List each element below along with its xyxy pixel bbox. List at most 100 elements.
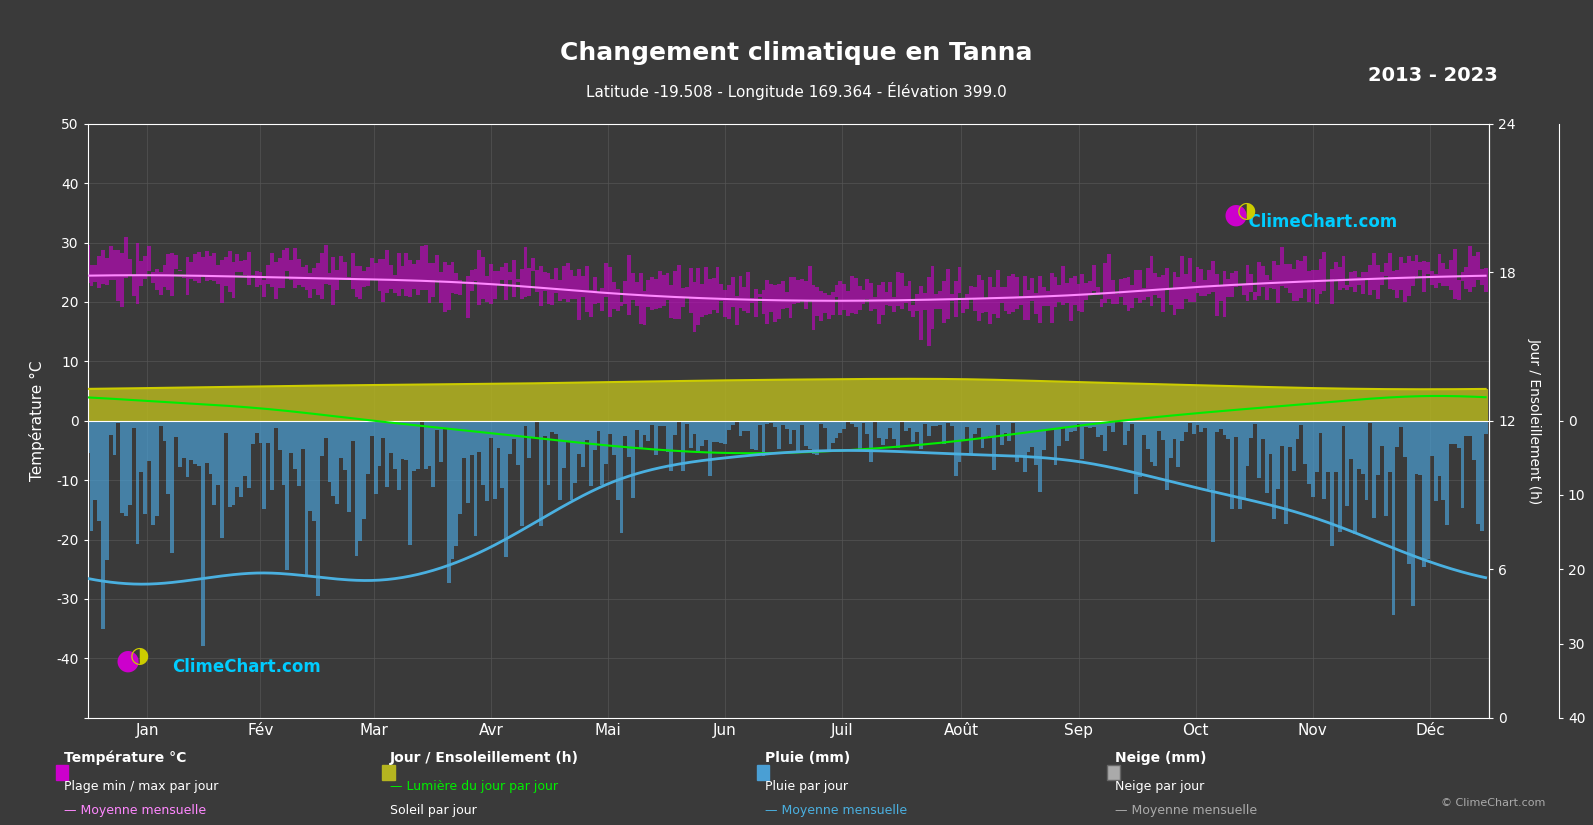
Bar — [1227, 421, 1230, 439]
Bar — [140, 389, 143, 421]
Bar — [696, 267, 701, 325]
Bar — [1091, 266, 1096, 291]
Bar — [1338, 421, 1341, 532]
Bar — [543, 383, 546, 421]
Bar — [1281, 421, 1284, 446]
Bar — [309, 386, 312, 421]
Bar — [712, 421, 715, 441]
Bar — [816, 286, 819, 316]
Bar — [105, 389, 108, 421]
Bar — [707, 280, 712, 314]
Bar — [1107, 421, 1112, 426]
Bar — [680, 288, 685, 307]
Bar — [508, 384, 511, 421]
Bar — [135, 243, 140, 304]
Bar — [734, 380, 739, 421]
Bar — [155, 269, 159, 290]
Bar — [293, 386, 296, 421]
Bar — [984, 421, 988, 437]
Bar — [876, 379, 881, 421]
Bar — [336, 385, 339, 421]
Bar — [701, 421, 704, 446]
Bar — [1442, 263, 1445, 286]
Bar — [258, 386, 263, 421]
Bar — [851, 421, 854, 424]
Bar — [143, 257, 147, 279]
Bar — [1085, 421, 1088, 427]
Bar — [535, 270, 538, 292]
Bar — [1281, 388, 1284, 421]
Bar — [816, 380, 819, 421]
Bar — [1153, 384, 1157, 421]
Bar — [647, 280, 650, 308]
Bar — [440, 384, 443, 421]
Bar — [1372, 389, 1376, 421]
Bar — [217, 265, 220, 284]
Bar — [486, 276, 489, 303]
Bar — [916, 379, 919, 421]
Bar — [1153, 421, 1157, 466]
Bar — [400, 266, 405, 289]
Bar — [889, 379, 892, 421]
Bar — [642, 291, 647, 324]
Bar — [228, 252, 231, 292]
Bar — [908, 421, 911, 427]
Bar — [680, 381, 685, 421]
Bar — [715, 267, 720, 314]
Bar — [244, 260, 247, 275]
Bar — [1137, 271, 1142, 303]
Bar — [742, 380, 746, 421]
Bar — [1418, 421, 1423, 475]
Bar — [1222, 421, 1227, 436]
Bar — [1268, 387, 1273, 421]
Bar — [1483, 421, 1488, 434]
Bar — [1023, 276, 1026, 319]
Bar — [185, 257, 190, 295]
Bar — [1161, 421, 1164, 440]
Bar — [1050, 421, 1053, 429]
Bar — [881, 379, 884, 421]
Bar — [489, 384, 492, 421]
Bar — [636, 421, 639, 430]
Bar — [969, 380, 973, 421]
Bar — [1126, 277, 1131, 311]
Bar — [1426, 262, 1431, 275]
Bar — [277, 386, 282, 421]
Bar — [616, 290, 620, 311]
Bar — [1338, 389, 1341, 421]
Bar — [639, 382, 642, 421]
Bar — [489, 421, 492, 438]
Bar — [1058, 285, 1061, 303]
Bar — [1287, 264, 1292, 293]
Bar — [290, 386, 293, 421]
Bar — [897, 379, 900, 421]
Bar — [1415, 255, 1418, 276]
Bar — [773, 421, 777, 427]
Bar — [459, 280, 462, 295]
Bar — [900, 273, 903, 309]
Bar — [315, 385, 320, 421]
Bar — [155, 388, 159, 421]
Bar — [1426, 421, 1431, 559]
Bar — [331, 421, 336, 496]
Bar — [1450, 421, 1453, 444]
Bar — [100, 250, 105, 285]
Bar — [481, 421, 486, 484]
Bar — [570, 270, 573, 299]
Bar — [1292, 269, 1295, 301]
Bar — [854, 421, 857, 427]
Bar — [1372, 253, 1376, 290]
Bar — [358, 266, 362, 299]
Bar — [916, 295, 919, 310]
Bar — [497, 384, 500, 421]
Bar — [151, 421, 155, 525]
Bar — [443, 262, 446, 312]
Bar — [792, 277, 796, 304]
Bar — [726, 380, 731, 421]
Bar — [884, 379, 889, 421]
Bar — [362, 271, 366, 286]
Bar — [1431, 421, 1434, 455]
Bar — [408, 421, 413, 544]
Bar — [843, 380, 846, 421]
Bar — [1091, 383, 1096, 421]
